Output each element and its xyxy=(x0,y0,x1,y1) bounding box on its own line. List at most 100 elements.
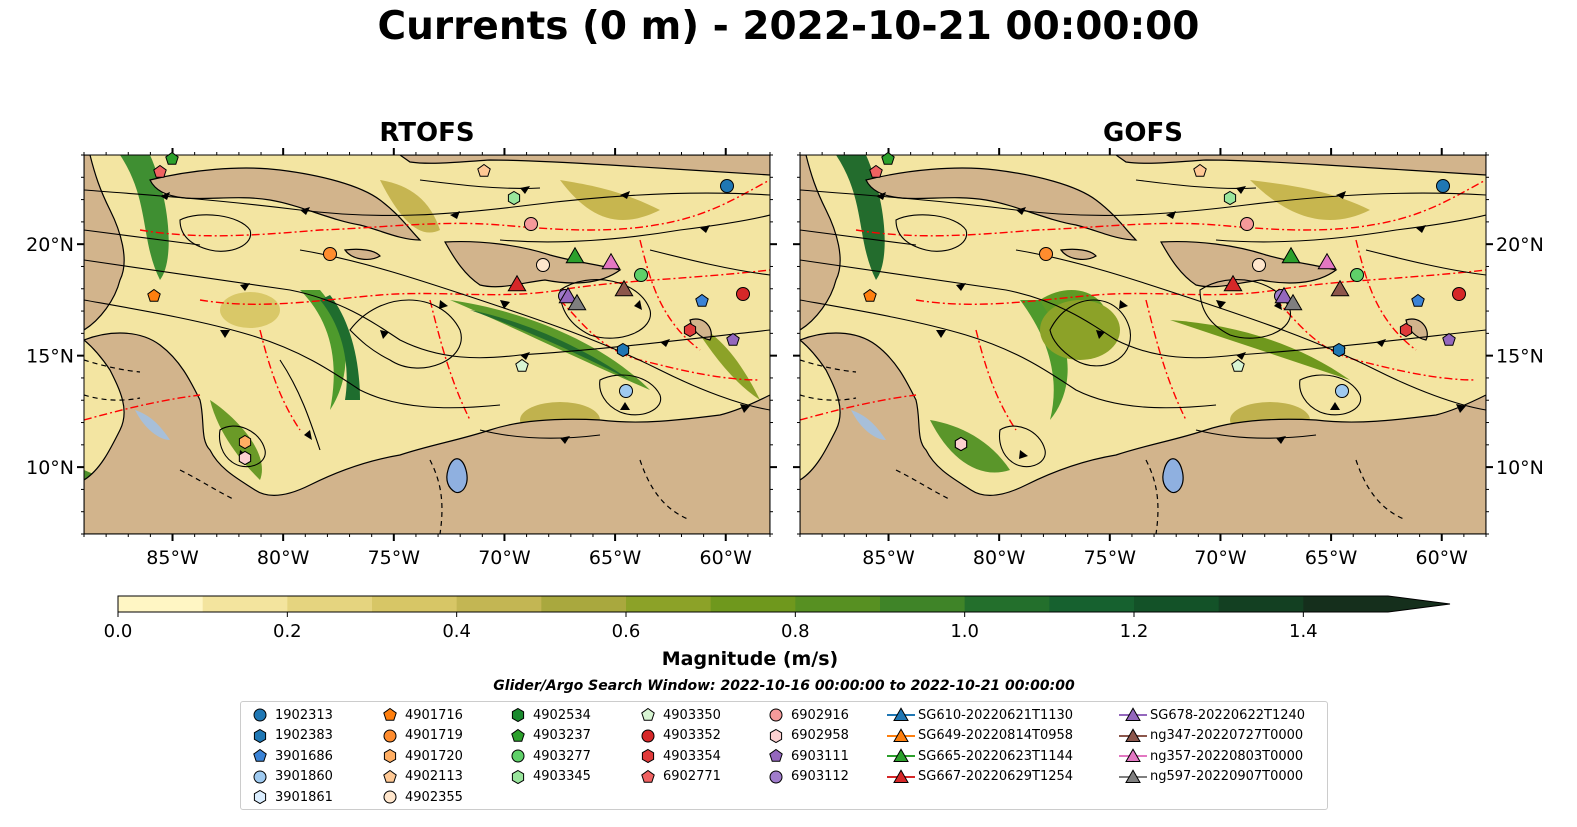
legend-label: SG610-20220621T1130 xyxy=(918,707,1074,723)
legend-label: SG678-20220622T1240 xyxy=(1150,707,1306,723)
marker-3901860-rtofs xyxy=(619,384,633,398)
map-frame xyxy=(799,154,1487,535)
legend-item: 4903354 xyxy=(639,746,721,766)
marker-6903111-rtofs xyxy=(726,332,740,346)
lat-tick-label: 10°N xyxy=(1496,457,1544,479)
legend-item: SG649-20220814T0958 xyxy=(887,726,1073,746)
legend-label: 6902958 xyxy=(791,728,849,743)
colorbar-segment xyxy=(1049,596,1135,612)
marker-3901686-rtofs xyxy=(695,293,709,307)
land-masses xyxy=(84,155,770,534)
legend-item: 4903277 xyxy=(509,746,591,766)
lon-tick-label: 85°W xyxy=(146,547,199,569)
marker-SG667-20220629T1254-rtofs xyxy=(507,274,527,292)
legend-label: 6902916 xyxy=(791,707,849,723)
marker-4903277-rtofs xyxy=(634,268,648,282)
legend-label: ng347-20220727T0000 xyxy=(1150,728,1304,743)
lake-nicaragua xyxy=(135,410,170,440)
legend-label: 4903277 xyxy=(533,748,591,764)
colorbar-segment xyxy=(880,596,966,612)
lon-tick-label: 70°W xyxy=(1194,547,1247,569)
legend-label: 4903345 xyxy=(533,769,591,784)
triangle-marker-icon xyxy=(1119,707,1147,721)
colorbar-tick-label: 0.2 xyxy=(273,621,302,640)
colorbar-tick-label: 1.0 xyxy=(950,621,979,640)
legend-label: 4902113 xyxy=(405,769,463,784)
marker-6902958-gofs xyxy=(954,436,968,452)
marker-4903354-gofs xyxy=(1399,322,1413,338)
marker-SG665-20220623T1144-rtofs xyxy=(565,246,585,264)
marker-1902383-rtofs xyxy=(616,342,630,358)
legend-label: SG667-20220629T1254 xyxy=(918,769,1074,784)
marker-ng347-20220727T0000-rtofs xyxy=(614,279,634,297)
marker-1902383-gofs xyxy=(1332,342,1346,358)
colorbar-segment xyxy=(1134,596,1220,612)
colorbar-segment xyxy=(372,596,458,612)
legend-item: 4903350 xyxy=(639,705,721,725)
colorbar-tick-label: 0.4 xyxy=(442,621,471,640)
marker-4903237-gofs xyxy=(881,151,895,165)
legend-item: SG667-20220629T1254 xyxy=(887,767,1073,787)
legend-label: 3901686 xyxy=(275,748,333,764)
triangle-marker-icon xyxy=(887,707,915,721)
circle-marker-icon xyxy=(383,729,397,742)
marker-4902113-gofs xyxy=(1193,163,1207,177)
marker-6902916-gofs xyxy=(1240,217,1254,231)
legend-label: 4902534 xyxy=(533,707,591,723)
colorbar-segment xyxy=(1218,596,1304,612)
streamline-arrows xyxy=(876,186,1466,459)
colorbar-segment xyxy=(118,596,204,612)
figure-title: Currents (0 m) - 2022-10-21 00:00:00 xyxy=(377,4,1200,49)
legend-item: ng347-20220727T0000 xyxy=(1119,726,1303,746)
legend-label: 6903111 xyxy=(791,748,849,764)
marker-1902313-rtofs xyxy=(720,179,734,193)
search-window-text: Glider/Argo Search Window: 2022-10-16 00… xyxy=(493,678,1075,694)
marker-1902313-gofs xyxy=(1436,179,1450,193)
lat-tick-label: 20°N xyxy=(26,234,74,256)
colorbar-tick-label: 1.2 xyxy=(1120,621,1149,640)
hexagon-marker-icon xyxy=(641,748,655,764)
legend-item: 4903237 xyxy=(509,726,591,746)
legend-item: 4903345 xyxy=(509,767,591,787)
marker-4903345-rtofs xyxy=(507,190,521,206)
marker-SG678-20220622T1240-gofs xyxy=(1274,286,1294,304)
marker-SG665-20220623T1144-gofs xyxy=(1281,246,1301,264)
triangle-marker-icon xyxy=(887,727,915,742)
triangle-marker-icon xyxy=(1119,727,1147,742)
legend-item: SG665-20220623T1144 xyxy=(887,746,1073,766)
circle-marker-icon xyxy=(769,770,783,783)
colorbar-tick-label: 0.6 xyxy=(612,621,641,640)
hexagon-marker-icon xyxy=(383,748,397,764)
legend-item: 3901860 xyxy=(251,767,333,787)
marker-ng357-20220803T0000-gofs xyxy=(1317,252,1337,270)
legend-item: 4902534 xyxy=(509,705,591,725)
legend-label: 1902313 xyxy=(275,707,333,723)
marker-4903345-gofs xyxy=(1223,190,1237,206)
marker-3901686-gofs xyxy=(1411,293,1425,307)
pentagon-marker-icon xyxy=(641,707,655,721)
circle-marker-icon xyxy=(383,790,397,804)
marker-4903277-gofs xyxy=(1350,268,1364,282)
hexagon-marker-icon xyxy=(511,707,525,723)
marker-6903111-gofs xyxy=(1442,332,1456,346)
marker-4901720-rtofs xyxy=(238,434,252,450)
marker-4901716-gofs xyxy=(863,288,877,302)
colorbar-segment xyxy=(626,596,712,612)
triangle-marker-icon xyxy=(887,748,915,762)
colorbar: 0.0 0.2 0.4 0.6 0.8 1.0 1.2 1.4 xyxy=(104,595,1451,640)
pentagon-marker-icon xyxy=(383,707,397,721)
lon-tick-label: 85°W xyxy=(862,547,915,569)
colorbar-segment xyxy=(964,596,1050,612)
land-masses xyxy=(800,155,1486,534)
streamlines xyxy=(800,179,1486,468)
colorbar-segment xyxy=(456,596,542,612)
marker-SG667-20220629T1254-gofs xyxy=(1223,274,1243,292)
map-axes: 85°W 80°W 75°W 70°W 65°W 60°W 20°N 15°N 10°N 85°W… xyxy=(26,148,1544,569)
legend-item: SG678-20220622T1240 xyxy=(1119,705,1305,725)
lon-tick-label: 75°W xyxy=(368,547,421,569)
colorbar-segment xyxy=(202,596,288,612)
legend-label: ng357-20220803T0000 xyxy=(1150,748,1304,764)
triangle-marker-icon xyxy=(1119,748,1147,762)
circle-marker-icon xyxy=(253,770,267,783)
lat-tick-label: 10°N xyxy=(26,457,74,479)
